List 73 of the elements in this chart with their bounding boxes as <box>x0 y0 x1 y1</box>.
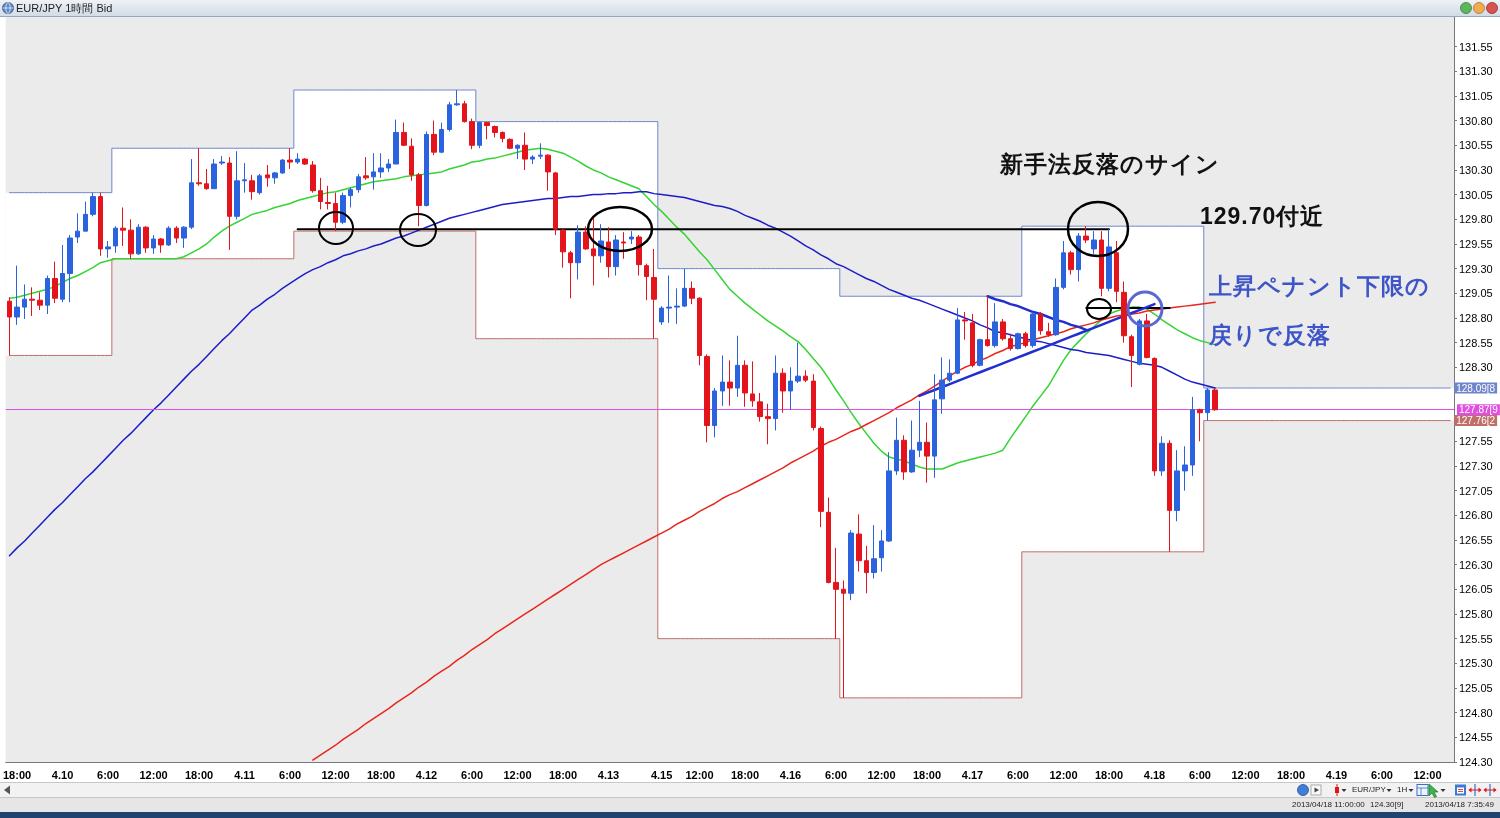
y-tick-label: 126.55 <box>1459 533 1493 546</box>
x-tick-label: 4.15 <box>650 768 673 781</box>
chart-title: EUR/JPY 1時間 Bid <box>16 1 113 16</box>
annotation: 129.70付近 <box>1200 202 1325 230</box>
x-tick-label: 18:00 <box>548 768 578 781</box>
y-tick-label: 129.55 <box>1459 237 1493 250</box>
x-tick-label: 12:00 <box>139 768 168 781</box>
x-tick-label: 12:00 <box>1049 768 1078 781</box>
y-tick-label: 129.80 <box>1459 213 1493 226</box>
x-tick-label: 4.10 <box>51 768 74 781</box>
text: 124.30[9] <box>1370 800 1404 810</box>
x-tick-label: 4.11 <box>234 768 255 781</box>
annotation: 戻りで反落 <box>1209 321 1331 349</box>
x-tick-label: 12:00 <box>1231 768 1260 781</box>
y-tick-label: 129.05 <box>1459 287 1493 300</box>
x-tick-label: 6:00 <box>1188 768 1211 781</box>
y-tick-label: 128.30 <box>1459 361 1493 374</box>
y-tick-label: 130.80 <box>1459 114 1493 127</box>
x-tick-label: 4.19 <box>1325 768 1348 781</box>
y-tick-label: 131.55 <box>1459 40 1493 53</box>
x-tick-label: 18:00 <box>912 768 942 781</box>
data-label: 128.09[8 <box>1456 382 1496 394</box>
x-tick-label: 12:00 <box>685 768 714 781</box>
y-tick-label: 131.30 <box>1459 65 1493 78</box>
y-tick-label: 125.30 <box>1459 657 1493 670</box>
y-tick-label: 129.30 <box>1459 262 1493 275</box>
x-tick-label: 4.12 <box>415 768 438 781</box>
x-tick-label: 12:00 <box>503 768 532 781</box>
y-tick-label: 131.05 <box>1459 89 1493 102</box>
y-tick-label: 128.55 <box>1459 336 1493 349</box>
x-tick-label: 4.17 <box>961 768 984 781</box>
x-tick-label: 18:00 <box>730 768 760 781</box>
x-tick-label: 6:00 <box>824 768 848 781</box>
text: EUR/JPY <box>1352 785 1386 795</box>
y-tick-label: 124.30 <box>1459 756 1493 768</box>
x-tick-label: 4.13 <box>597 768 620 781</box>
data-label: 127.76[2 <box>1456 415 1496 427</box>
x-tick-label: 18:00 <box>366 768 396 781</box>
y-tick-label: 124.55 <box>1459 731 1493 744</box>
ref-line-label: 127.87[9 <box>1459 404 1499 416</box>
x-tick-label: 4.18 <box>1143 768 1166 781</box>
x-tick-label: 6:00 <box>279 768 302 781</box>
text: 2013/04/18 11:00:00 <box>1292 800 1365 810</box>
y-tick-label: 124.80 <box>1459 706 1493 719</box>
x-tick-label: 12:00 <box>867 768 896 781</box>
y-tick-label: 126.05 <box>1459 583 1493 596</box>
annotation: 新手法反落のサイン <box>1000 150 1220 178</box>
y-tick-label: 130.30 <box>1459 163 1493 176</box>
x-tick-label: 12:00 <box>1413 768 1442 781</box>
annotation: 上昇ペナント下限の <box>1209 272 1430 300</box>
y-tick-label: 127.30 <box>1459 459 1493 472</box>
y-tick-label: 127.05 <box>1459 484 1493 497</box>
y-tick-label: 130.05 <box>1459 188 1493 201</box>
x-tick-label: 6:00 <box>461 768 484 781</box>
x-tick-label: 6:00 <box>1370 768 1393 781</box>
y-tick-label: 127.55 <box>1459 435 1493 448</box>
y-tick-label: 126.80 <box>1459 509 1493 522</box>
y-tick-label: 128.80 <box>1459 311 1493 324</box>
y-tick-label: 125.55 <box>1459 632 1493 645</box>
x-tick-label: 18:00 <box>2 768 32 781</box>
x-tick-label: 4.16 <box>779 768 802 781</box>
y-tick-label: 125.80 <box>1459 607 1493 620</box>
text: 1H <box>1397 785 1408 795</box>
text: 2013/04/18 7:35:49 <box>1425 800 1494 810</box>
y-tick-label: 130.55 <box>1459 139 1493 152</box>
x-tick-label: 6:00 <box>97 768 120 781</box>
x-tick-label: 18:00 <box>184 768 214 781</box>
x-tick-label: 6:00 <box>1006 768 1030 781</box>
x-tick-label: 18:00 <box>1276 768 1306 781</box>
y-tick-label: 125.05 <box>1459 681 1493 694</box>
x-tick-label: 18:00 <box>1094 768 1124 781</box>
y-tick-label: 126.30 <box>1459 558 1493 571</box>
x-tick-label: 12:00 <box>321 768 350 781</box>
